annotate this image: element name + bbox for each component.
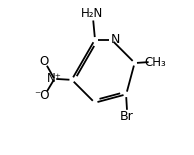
Text: H₂N: H₂N [81,7,104,20]
Text: CH₃: CH₃ [144,56,166,69]
Text: O: O [39,55,48,68]
Text: ⁻O: ⁻O [34,89,50,102]
Text: N⁺: N⁺ [47,72,61,85]
Text: Br: Br [120,110,134,123]
Text: N: N [110,33,120,46]
